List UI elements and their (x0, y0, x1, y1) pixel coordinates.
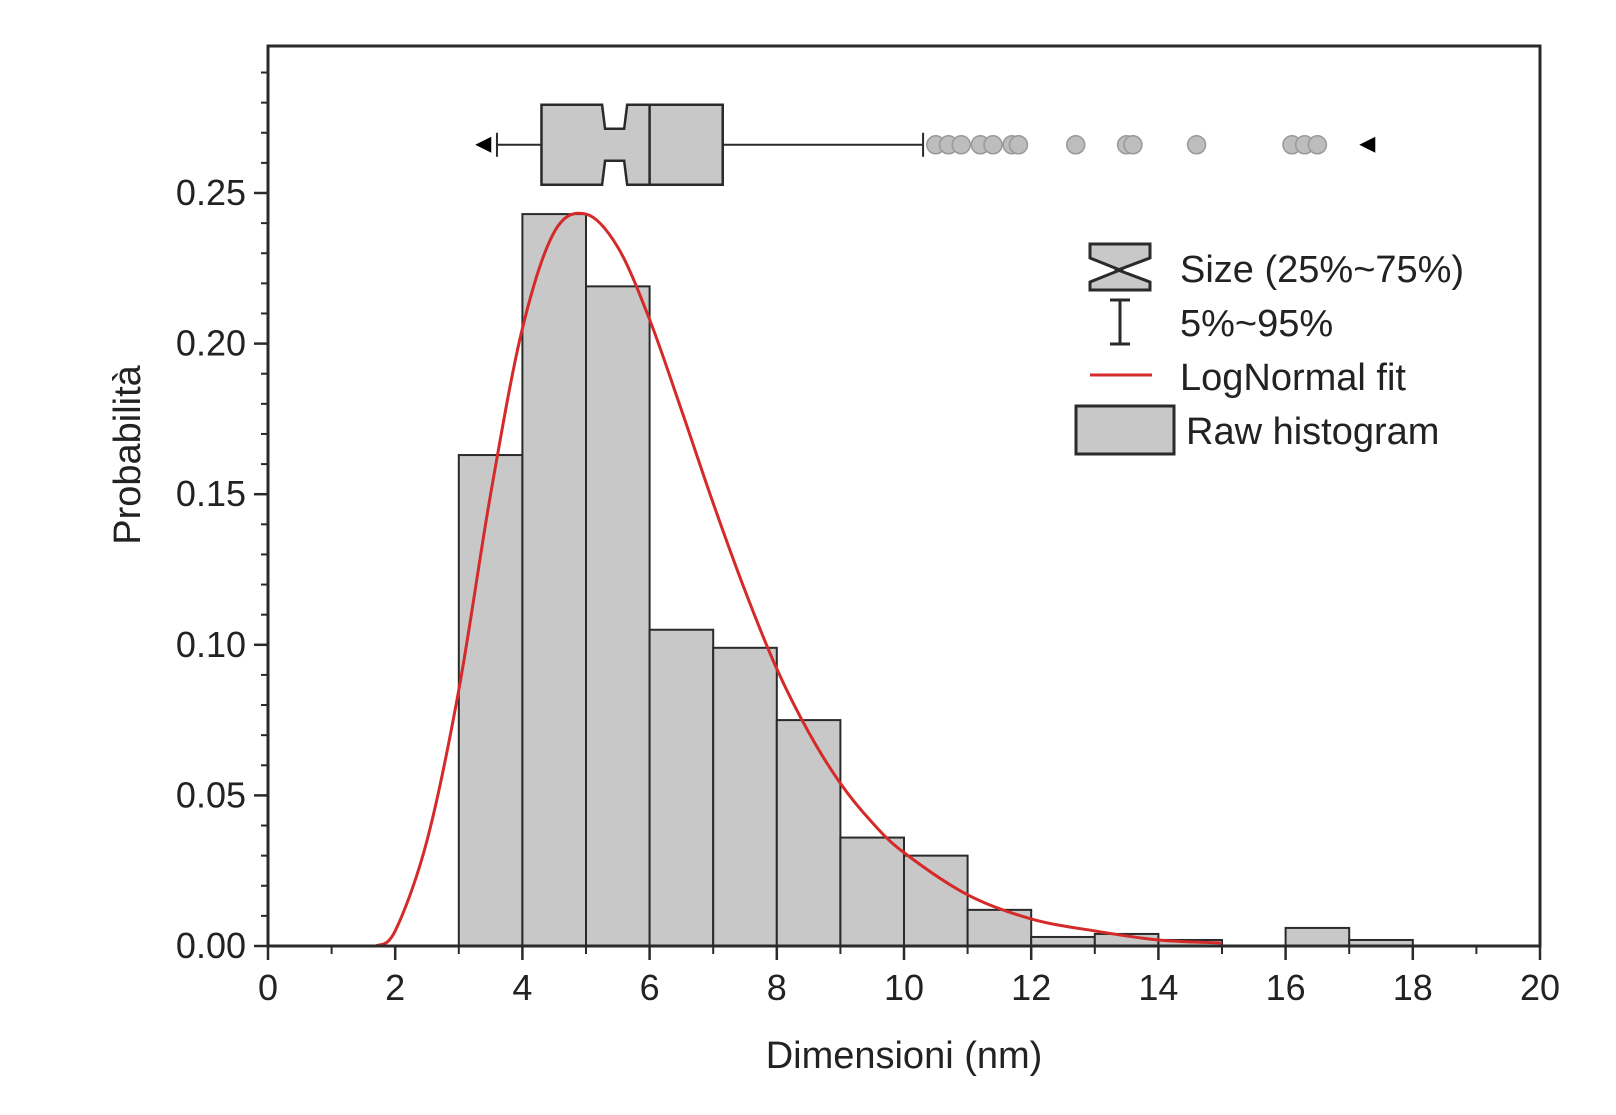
legend-whisker-icon (1110, 298, 1130, 346)
x-tick-label: 16 (1266, 967, 1306, 1008)
y-tick-label: 0.15 (176, 473, 246, 514)
histogram-bar (585, 285, 651, 947)
histogram-bar (775, 719, 842, 947)
legend-histogram-icon (1074, 404, 1176, 456)
legend-histogram-label: Raw histogram (1186, 411, 1439, 453)
box-outlier-point (1123, 135, 1143, 155)
y-tick-label: 0.20 (176, 323, 246, 364)
box-body (540, 103, 724, 187)
box-max-marker (1359, 136, 1376, 153)
y-tick-label: 0.00 (176, 925, 246, 966)
x-tick-label: 8 (767, 967, 787, 1008)
legend-notched-box-icon (1088, 242, 1152, 292)
histogram-bar (839, 836, 906, 947)
histogram-bar (903, 854, 969, 948)
y-axis-ticks: 0.00 0.05 0.10 0.15 0.20 0.25 (176, 71, 268, 966)
x-tick-label: 14 (1138, 967, 1178, 1008)
legend-fit-label: LogNormal fit (1180, 357, 1406, 399)
box-outlier-point (951, 135, 971, 155)
x-tick-label: 2 (385, 967, 405, 1008)
x-tick-label: 4 (512, 967, 532, 1008)
legend: Size (25%~75%) 5%~95% LogNormal fit Raw … (1074, 242, 1464, 456)
x-tick-label: 18 (1393, 967, 1433, 1008)
box-outlier-point (1008, 135, 1029, 155)
histogram-bar (712, 646, 778, 947)
notched-boxplot (475, 103, 1376, 187)
x-tick-label: 0 (258, 967, 278, 1008)
box-min-marker (475, 136, 492, 153)
x-tick-label: 20 (1520, 967, 1560, 1008)
lognormal-fit-line (375, 211, 1223, 948)
legend-whisker-label: 5%~95% (1180, 303, 1333, 345)
x-tick-label: 10 (884, 967, 924, 1008)
box-outlier-point (1307, 135, 1328, 155)
x-axis-title: Dimensioni (nm) (766, 1035, 1043, 1077)
legend-box-label: Size (25%~75%) (1180, 249, 1464, 291)
histogram-bars (457, 213, 1414, 948)
y-tick-label: 0.10 (176, 624, 246, 665)
y-tick-label: 0.05 (176, 774, 246, 815)
histogram-bar (1284, 926, 1351, 947)
y-axis-title: Probabilità (107, 364, 149, 544)
histogram-bar (457, 454, 524, 947)
histogram-bar (521, 213, 588, 948)
box-outlier-point (1186, 135, 1207, 155)
histogram-bar (648, 628, 715, 947)
y-tick-label: 0.25 (176, 172, 246, 213)
x-axis-ticks: 0 2 4 6 8 10 12 14 16 18 20 (258, 946, 1560, 1008)
x-tick-label: 12 (1011, 967, 1051, 1008)
box-outlier-point (983, 135, 1003, 155)
x-tick-label: 6 (640, 967, 660, 1008)
box-outlier-point (1065, 135, 1086, 155)
